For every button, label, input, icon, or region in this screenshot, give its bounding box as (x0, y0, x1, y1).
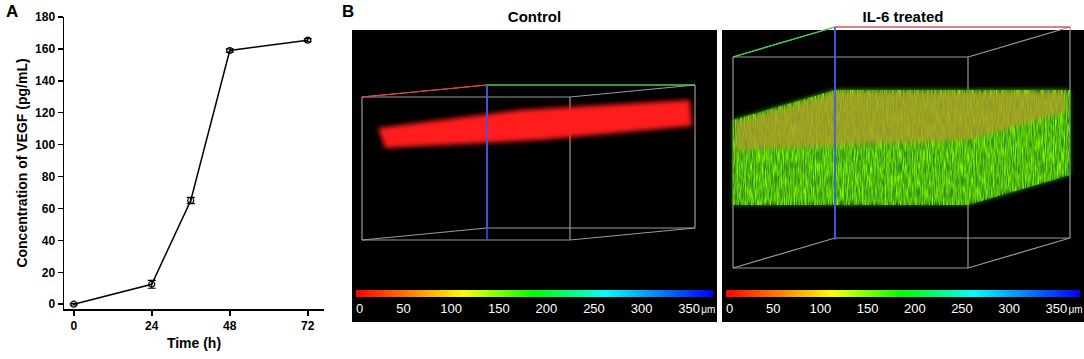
svg-text:350: 350 (1046, 301, 1068, 316)
svg-text:0: 0 (356, 301, 363, 316)
svg-text:μm: μm (1068, 304, 1082, 315)
svg-text:250: 250 (583, 301, 605, 316)
svg-text:Control: Control (508, 8, 561, 25)
svg-text:140: 140 (35, 74, 55, 88)
html-text:A: A (6, 2, 19, 21)
svg-text:40: 40 (42, 234, 56, 248)
svg-text:24: 24 (145, 319, 159, 333)
svg-text:250: 250 (951, 301, 973, 316)
svg-text:50: 50 (766, 301, 780, 316)
svg-text:120: 120 (35, 106, 55, 120)
svg-text:20: 20 (42, 266, 56, 280)
svg-text:Concentration of VEGF (pg/mL): Concentration of VEGF (pg/mL) (14, 58, 30, 267)
svg-text:μm: μm (701, 304, 715, 315)
svg-text:50: 50 (396, 301, 410, 316)
svg-text:150: 150 (488, 301, 510, 316)
svg-text:100: 100 (440, 301, 462, 316)
svg-text:200: 200 (904, 301, 926, 316)
svg-text:0: 0 (48, 297, 55, 311)
svg-text:350: 350 (678, 301, 700, 316)
svg-text:80: 80 (42, 170, 56, 184)
svg-text:Time (h): Time (h) (167, 335, 221, 351)
svg-text:200: 200 (536, 301, 558, 316)
svg-text:300: 300 (998, 301, 1020, 316)
svg-text:180: 180 (35, 10, 55, 24)
svg-text:100: 100 (35, 138, 55, 152)
svg-text:300: 300 (631, 301, 653, 316)
svg-text:0: 0 (726, 301, 733, 316)
svg-text:0: 0 (70, 319, 77, 333)
svg-text:72: 72 (301, 319, 315, 333)
svg-text:160: 160 (35, 42, 55, 56)
svg-text:48: 48 (223, 319, 237, 333)
svg-text:150: 150 (857, 301, 879, 316)
svg-text:IL-6 treated: IL-6 treated (863, 8, 944, 25)
svg-text:60: 60 (42, 202, 56, 216)
svg-text:100: 100 (810, 301, 832, 316)
html-text:B: B (342, 2, 355, 21)
